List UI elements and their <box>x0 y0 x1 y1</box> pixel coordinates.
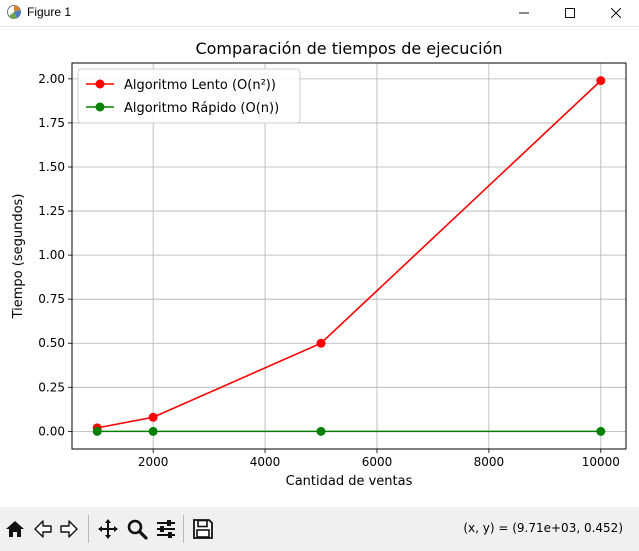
axes-frame <box>71 62 627 450</box>
subplots-button[interactable] <box>153 516 179 542</box>
y-tick-label: 0.25 <box>38 380 65 394</box>
x-tick-label: 2000 <box>138 455 169 469</box>
data-point-1 <box>596 426 606 436</box>
maximize-button[interactable] <box>547 0 593 26</box>
legend-marker <box>95 102 105 112</box>
y-tick-label: 0.50 <box>38 336 65 350</box>
minimize-button[interactable] <box>501 0 547 26</box>
save-button[interactable] <box>190 516 216 542</box>
home-icon <box>6 521 24 537</box>
navigation-toolbar: (x, y) = (9.71e+03, 0.452) <box>0 507 639 551</box>
arrow-right-icon <box>60 520 78 538</box>
y-tick-label: 0.00 <box>38 424 65 438</box>
home-button[interactable] <box>2 516 28 542</box>
chart-title: Comparación de tiempos de ejecución <box>195 39 502 58</box>
legend-box <box>77 68 301 124</box>
magnifier-icon <box>127 519 148 540</box>
x-tick-label: 4000 <box>250 455 281 469</box>
pan-button[interactable] <box>95 516 121 542</box>
data-point-1 <box>316 426 326 436</box>
legend-label: Algoritmo Rápido (O(n)) <box>124 101 279 116</box>
data-point-1 <box>148 426 158 436</box>
back-button[interactable] <box>30 516 56 542</box>
floppy-disk-icon <box>193 519 213 539</box>
y-tick-label: 1.50 <box>38 160 65 174</box>
cursor-coordinates: (x, y) = (9.71e+03, 0.452) <box>463 521 623 535</box>
maximize-icon <box>565 8 575 18</box>
zoom-button[interactable] <box>124 516 150 542</box>
legend: Algoritmo Lento (O(n²)) Algoritmo Rápido … <box>77 68 301 124</box>
y-tick-label: 1.00 <box>38 248 65 262</box>
legend-marker <box>95 79 105 89</box>
y-tick-label: 1.75 <box>38 116 65 130</box>
data-point-1 <box>92 426 102 436</box>
close-icon <box>611 8 621 18</box>
minimize-icon <box>519 12 529 14</box>
legend-label: Algoritmo Lento (O(n²)) <box>124 78 276 93</box>
figure-canvas[interactable]: 2000 4000 6000 8000 10000 0.00 0.25 0.50 0.75 1.0… <box>0 27 639 507</box>
grid-lines <box>72 63 626 449</box>
window-title: Figure 1 <box>27 5 72 19</box>
forward-button[interactable] <box>56 516 82 542</box>
y-axis-label: Tiempo (segundos) <box>11 194 26 320</box>
y-tick-label: 0.75 <box>38 292 65 306</box>
toolbar-separator <box>88 515 89 543</box>
tick-marks: 2000 4000 6000 8000 10000 0.00 0.25 0.50 0.75 1.0… <box>38 72 620 469</box>
x-tick-label: 8000 <box>474 455 505 469</box>
series-layer <box>92 76 606 436</box>
data-point-0 <box>148 412 158 422</box>
matplotlib-app-icon <box>6 4 22 20</box>
window-titlebar: Figure 1 <box>0 0 639 27</box>
move-icon <box>98 519 118 539</box>
data-point-0 <box>596 76 606 86</box>
y-tick-label: 2.00 <box>38 72 65 86</box>
toolbar-separator <box>183 515 184 543</box>
x-axis-label: Cantidad de ventas <box>286 474 413 489</box>
sliders-icon <box>157 520 175 538</box>
x-tick-label: 10000 <box>582 455 620 469</box>
arrow-left-icon <box>34 520 52 538</box>
series-line-0 <box>97 80 602 429</box>
data-point-0 <box>316 338 326 348</box>
x-tick-label: 6000 <box>362 455 393 469</box>
y-tick-label: 1.25 <box>38 204 65 218</box>
close-button[interactable] <box>593 0 639 26</box>
line-chart: 2000 4000 6000 8000 10000 0.00 0.25 0.50 0.75 1.0… <box>11 39 627 489</box>
